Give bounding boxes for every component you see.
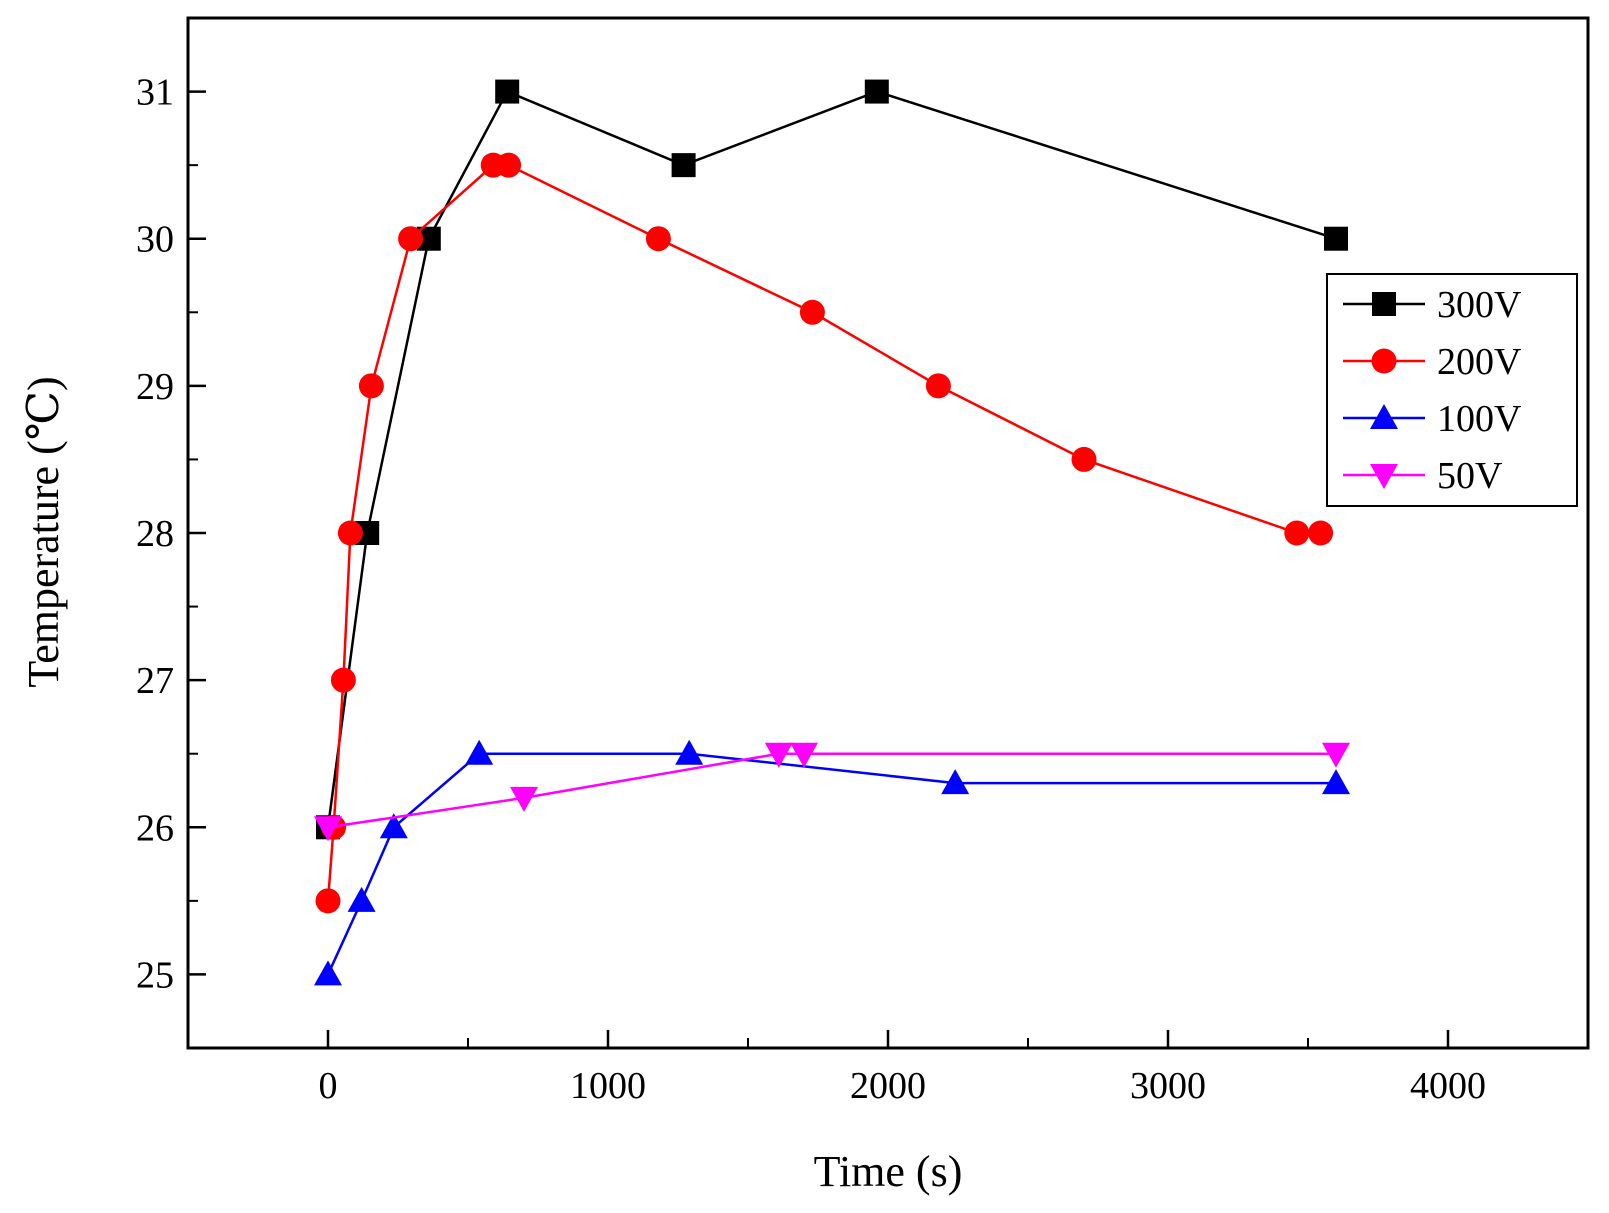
- y-tick-label: 27: [136, 660, 174, 702]
- data-point-50v: [314, 816, 342, 842]
- data-point-300v: [671, 153, 696, 178]
- legend-marker-50v: [1370, 464, 1398, 489]
- data-point-200v: [925, 373, 951, 399]
- data-point-200v: [1308, 520, 1334, 546]
- series-200v: [315, 152, 1334, 914]
- legend-label-100v: 100V: [1437, 398, 1522, 440]
- legend: 300V 200V 100V 50V: [1326, 273, 1578, 507]
- data-point-100v: [941, 769, 970, 795]
- data-point-200v: [315, 888, 341, 914]
- data-point-100v: [675, 739, 704, 765]
- series-line-50v: [327, 752, 1336, 829]
- x-axis-label: Time (s): [814, 1147, 963, 1196]
- y-tick-label: 30: [136, 219, 174, 261]
- data-point-50v: [764, 742, 793, 768]
- x-tick-label: 1000: [570, 1065, 646, 1107]
- data-point-100v: [347, 886, 376, 912]
- data-point-200v: [799, 299, 825, 325]
- data-point-50v: [510, 786, 538, 812]
- data-point-200v: [1071, 446, 1097, 472]
- x-axis: 0 1000 2000 3000 4000: [319, 1030, 1486, 1107]
- data-point-200v: [496, 152, 522, 178]
- legend-label-200v: 200V: [1437, 341, 1522, 383]
- y-tick-label: 28: [136, 513, 174, 555]
- data-point-300v: [495, 79, 520, 104]
- data-point-50v: [1322, 742, 1350, 768]
- legend-marker-200v: [1371, 348, 1397, 374]
- series-300v: [316, 79, 1348, 840]
- data-point-300v: [864, 79, 889, 104]
- legend-box: [1326, 273, 1578, 507]
- legend-label-300v: 300V: [1437, 284, 1522, 326]
- legend-marker-100v: [1370, 404, 1398, 429]
- data-point-50v: [790, 742, 818, 768]
- series-100v: [314, 739, 1350, 986]
- series-line-200v: [326, 163, 1321, 901]
- data-point-100v: [1322, 769, 1350, 795]
- data-point-100v: [465, 739, 494, 765]
- y-tick-label: 26: [136, 807, 174, 849]
- data-point-200v: [337, 520, 363, 546]
- series-50v: [314, 742, 1350, 842]
- y-tick-label: 29: [136, 366, 174, 408]
- data-point-200v: [645, 226, 671, 252]
- x-tick-label: 0: [319, 1065, 338, 1107]
- data-point-100v: [314, 960, 342, 986]
- data-point-300v: [1324, 226, 1348, 251]
- data-point-200v: [358, 373, 384, 399]
- data-point-100v: [379, 813, 408, 839]
- y-tick-label: 31: [136, 72, 174, 114]
- x-tick-label: 3000: [1130, 1065, 1206, 1107]
- y-axis-label: Temperature (℃): [19, 376, 68, 687]
- series-line-100v: [326, 752, 1336, 975]
- legend-label-50v: 50V: [1437, 455, 1503, 497]
- x-tick-label: 2000: [850, 1065, 926, 1107]
- plot-frame: [186, 16, 1590, 1050]
- x-tick-label: 4000: [1410, 1065, 1486, 1107]
- y-axis: 25 26 27 28 29 30 31: [136, 72, 206, 996]
- data-point-200v: [398, 226, 424, 252]
- series-line-300v: [326, 89, 1337, 828]
- data-point-200v: [1284, 520, 1310, 546]
- legend-marker-300v: [1372, 292, 1396, 316]
- minor-ticks: [187, 17, 1589, 1049]
- data-point-200v: [330, 667, 356, 693]
- y-tick-label: 25: [136, 954, 174, 996]
- series-layer: [314, 79, 1350, 986]
